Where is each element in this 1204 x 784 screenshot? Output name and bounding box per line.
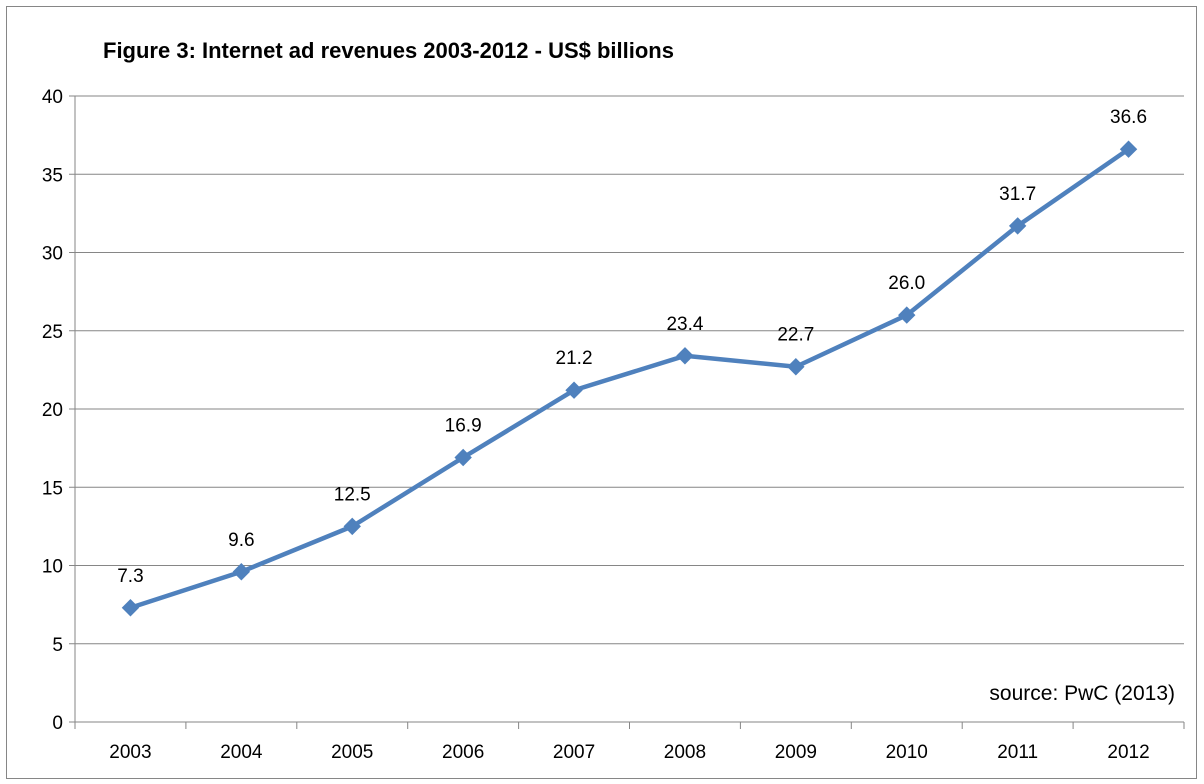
x-tick-label: 2010: [886, 742, 928, 763]
y-tick-label: 10: [42, 557, 63, 578]
y-tick-label: 30: [42, 244, 63, 265]
chart-frame: [6, 6, 1197, 779]
data-label: 9.6: [228, 530, 254, 551]
chart-title: Figure 3: Internet ad revenues 2003-2012…: [103, 38, 674, 63]
data-point-marker: [676, 347, 694, 365]
data-point-marker: [565, 381, 583, 399]
series-line-path: [129, 147, 1130, 610]
y-axis-tick-labels: 0 5 10 15 20 25 30 35 40: [42, 87, 63, 734]
data-point-marker: [232, 563, 251, 581]
data-point-marker: [343, 517, 361, 536]
x-tick-label: 2007: [553, 742, 595, 763]
data-point-marker: [1119, 140, 1138, 158]
x-tick-label: 2003: [109, 742, 151, 763]
data-point-marker: [898, 306, 916, 324]
series-line: [129, 147, 1130, 610]
y-tick-label: 15: [42, 478, 63, 499]
data-label: 21.2: [556, 348, 593, 369]
y-tick-label: 35: [42, 165, 63, 186]
x-tick-label: 2005: [331, 742, 373, 763]
y-tick-label: 40: [42, 87, 63, 108]
data-point-marker: [121, 599, 140, 617]
y-tick-label: 20: [42, 400, 63, 421]
data-point-marker: [1008, 217, 1027, 235]
source-annotation: source: PwC (2013): [989, 682, 1175, 705]
data-label: 26.0: [888, 273, 925, 294]
data-label: 16.9: [445, 416, 482, 437]
data-labels: 7.3 9.6 12.5 16.9 21.2 23.4 22.7 26.0 31.7 36.6: [117, 107, 1147, 587]
x-axis-tick-labels: 2003 2004 2005 2006 2007 2008 2009 2010 2011 2012: [109, 742, 1149, 763]
x-tick-label: 2004: [220, 742, 263, 763]
axes: [69, 95, 1185, 729]
x-tick-label: 2009: [775, 742, 817, 763]
data-label: 36.6: [1110, 107, 1147, 128]
data-point-marker: [454, 448, 472, 467]
data-label: 22.7: [777, 325, 814, 346]
y-tick-label: 0: [52, 713, 63, 734]
x-tick-label: 2006: [442, 742, 484, 763]
data-markers: [121, 140, 1138, 617]
data-label: 12.5: [334, 484, 371, 505]
y-tick-label: 25: [42, 322, 63, 343]
x-tick-label: 2011: [997, 742, 1038, 763]
data-point-marker: [787, 358, 805, 376]
x-tick-label: 2008: [664, 742, 706, 763]
y-tick-label: 5: [52, 635, 63, 656]
x-tick-label: 2012: [1107, 742, 1149, 763]
gridlines: [75, 95, 1184, 645]
data-label: 7.3: [117, 566, 143, 587]
data-label: 31.7: [999, 184, 1036, 205]
data-label: 23.4: [666, 314, 703, 335]
